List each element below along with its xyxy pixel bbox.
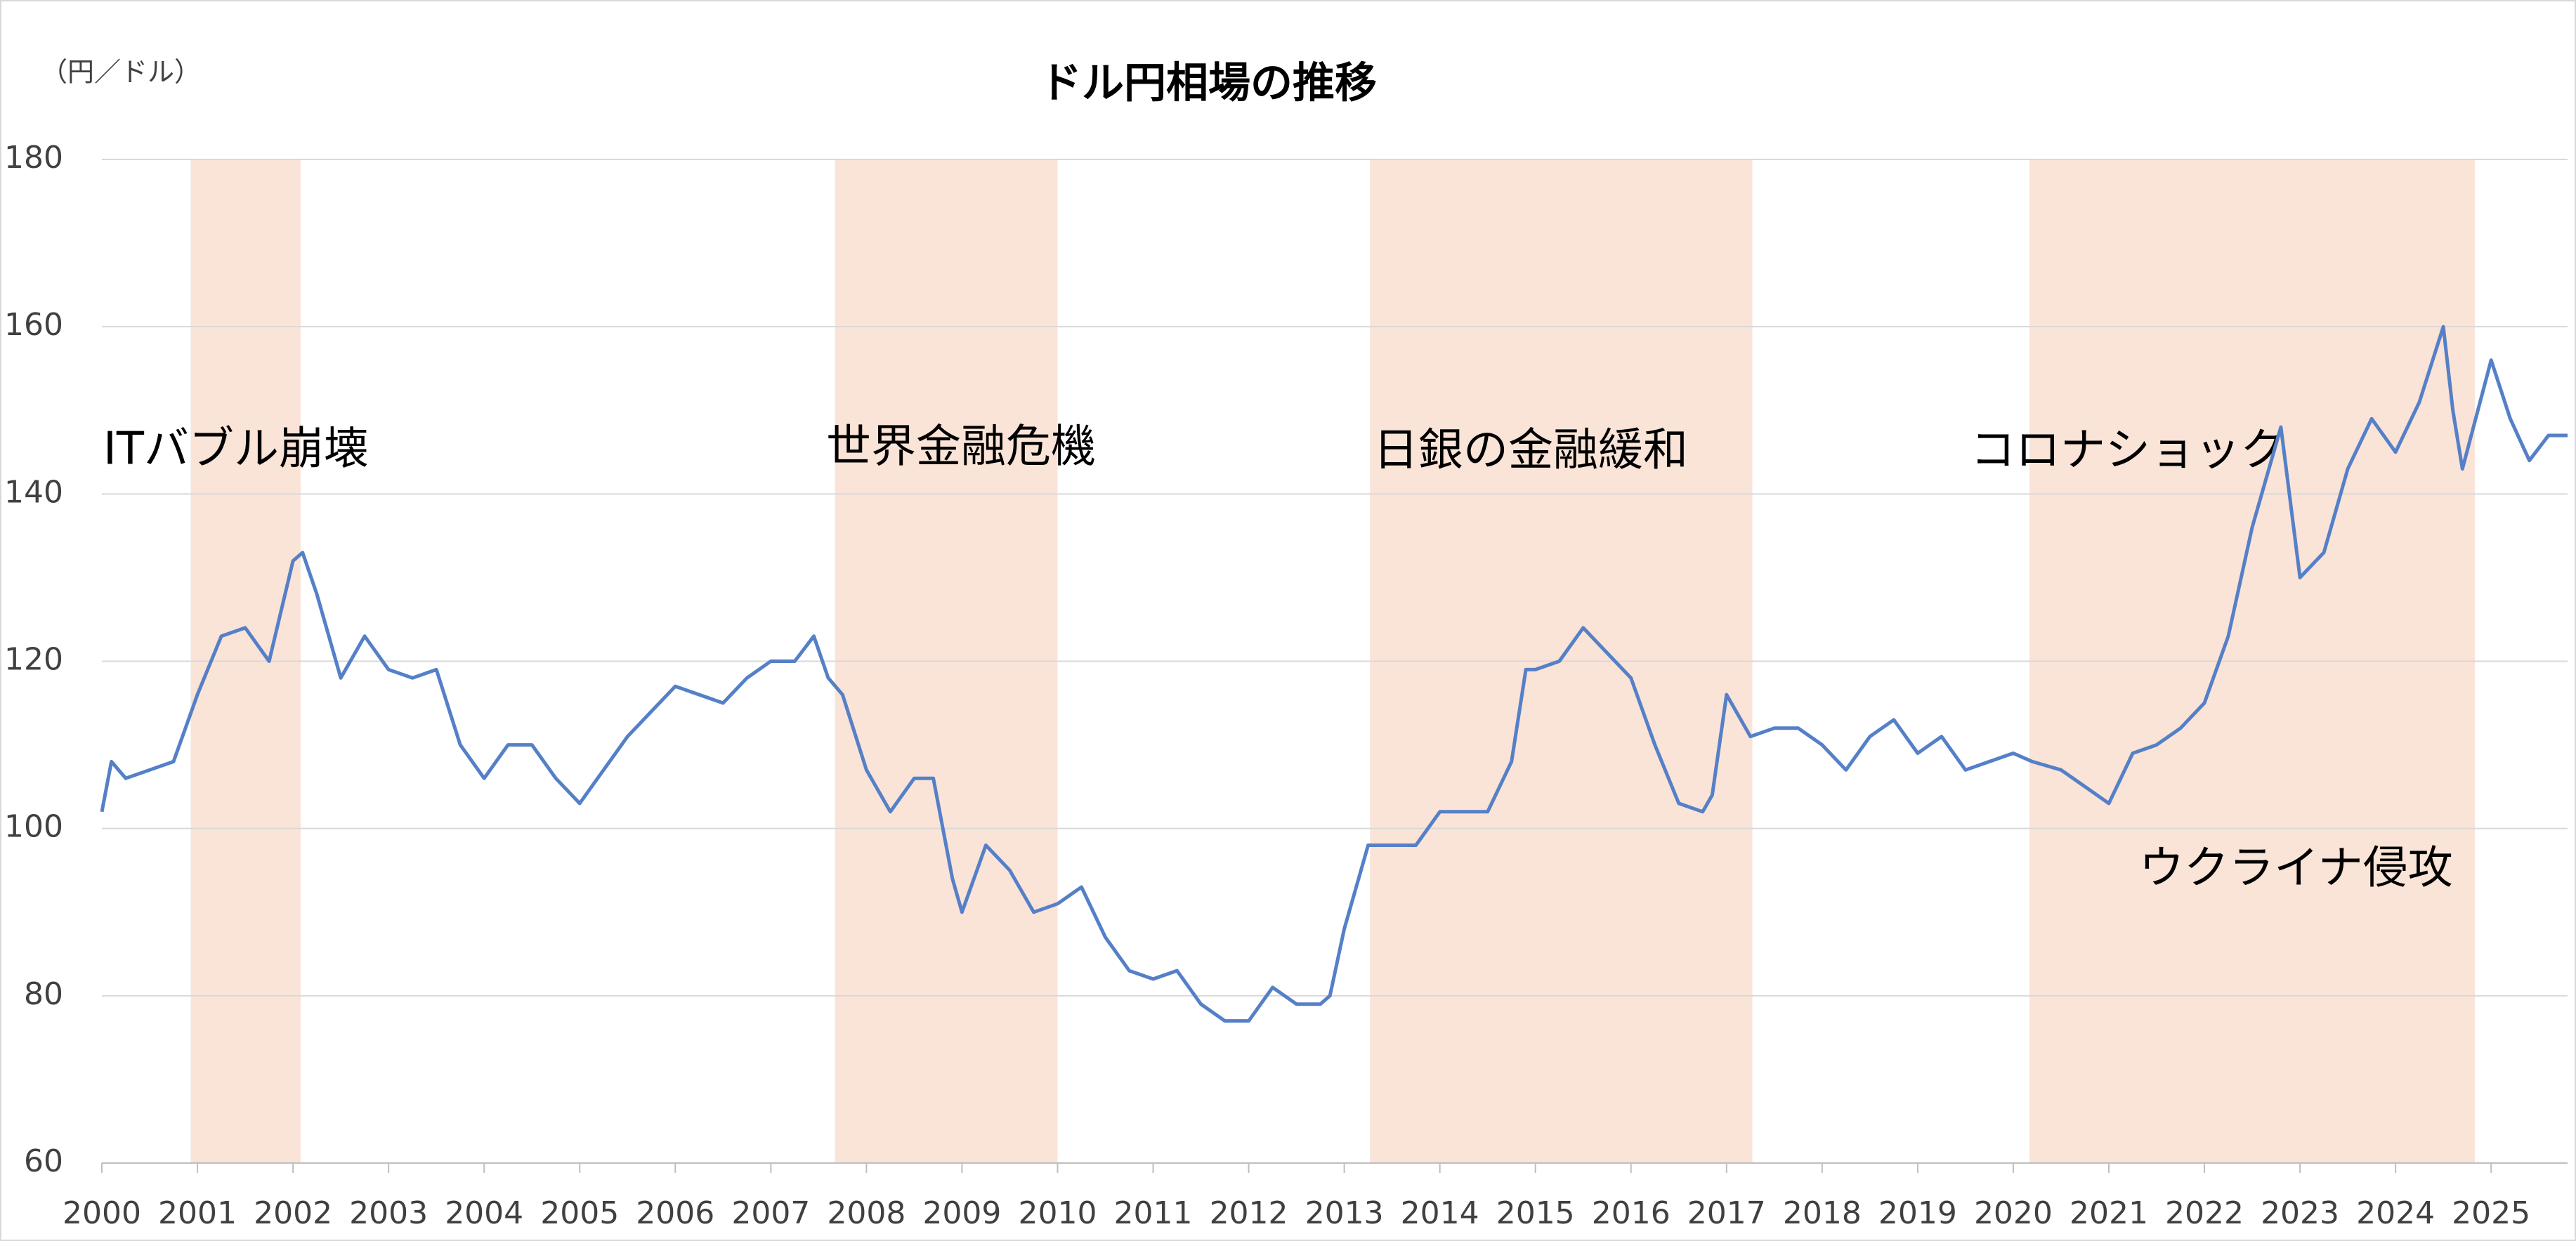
x-tick-label: 2006 <box>636 1195 714 1231</box>
annotation: ウクライナ侵攻 <box>2139 843 2453 895</box>
y-tick-label: 100 <box>4 809 63 845</box>
x-tick-label: 2013 <box>1305 1195 1384 1231</box>
x-tick-label: 2005 <box>540 1195 619 1231</box>
y-tick-label: 120 <box>4 642 63 678</box>
x-tick-label: 2016 <box>1592 1195 1671 1231</box>
x-tick-label: 2018 <box>1783 1195 1862 1231</box>
x-tick-label: 2002 <box>254 1195 332 1231</box>
chart-title: ドル円相場の推移 <box>1040 59 1377 108</box>
annotation: 世界金融危機 <box>826 421 1096 473</box>
annotation: コロナショック <box>1970 425 2285 477</box>
y-tick-label: 80 <box>24 976 63 1012</box>
x-tick-label: 2000 <box>63 1195 141 1231</box>
x-tick-label: 2023 <box>2261 1195 2339 1231</box>
x-tick-label: 2001 <box>158 1195 237 1231</box>
x-tick-label: 2025 <box>2452 1195 2530 1231</box>
x-tick-label: 2015 <box>1496 1195 1575 1231</box>
y-tick-label: 180 <box>4 140 63 176</box>
x-tick-label: 2012 <box>1210 1195 1288 1231</box>
y-axis-label: （円／ドル） <box>41 57 201 88</box>
annotation: 日銀の金融緩和 <box>1373 425 1688 477</box>
x-tick-label: 2008 <box>827 1195 905 1231</box>
x-tick-label: 2020 <box>1974 1195 2053 1231</box>
x-tick-label: 2019 <box>1878 1195 1957 1231</box>
line-series <box>100 324 2568 1023</box>
x-tick-label: 2021 <box>2070 1195 2148 1231</box>
x-tick-label: 2010 <box>1018 1195 1097 1231</box>
x-tick-label: 2007 <box>731 1195 810 1231</box>
x-tick-label: 2014 <box>1401 1195 1479 1231</box>
x-tick-label: 2009 <box>922 1195 1001 1231</box>
x-tick-label: 2024 <box>2356 1195 2435 1231</box>
x-tick-label: 2004 <box>445 1195 523 1231</box>
y-tick-label: 140 <box>4 474 63 510</box>
annotation: ITバブル崩壊 <box>103 423 369 475</box>
x-tick-label: 2017 <box>1687 1195 1766 1231</box>
x-tick-label: 2022 <box>2165 1195 2244 1231</box>
y-tick-label: 160 <box>4 307 63 343</box>
x-tick-label: 2011 <box>1114 1195 1193 1231</box>
x-tick-label: 2003 <box>349 1195 428 1231</box>
y-tick-label: 60 <box>24 1143 63 1179</box>
